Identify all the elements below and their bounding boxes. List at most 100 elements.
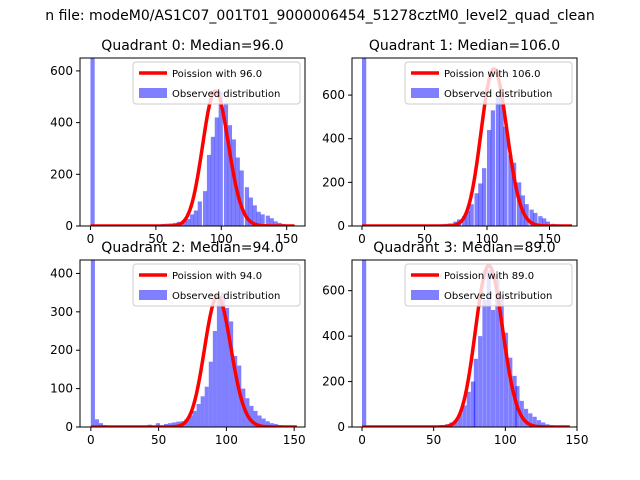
legend: Poission with 106.0 Observed distribution bbox=[404, 61, 573, 105]
histogram-bar bbox=[482, 299, 487, 427]
axes-frame bbox=[351, 259, 578, 428]
y-tick-label: 400 bbox=[322, 132, 345, 146]
histogram-bar bbox=[269, 218, 274, 226]
subplot-quadrant-0: 0 50 100 150 0 200 400 600 Quadrant 0: Median=96… bbox=[50, 38, 306, 246]
histogram-bar bbox=[528, 413, 533, 427]
histogram-bar bbox=[229, 321, 234, 427]
plot-area bbox=[90, 58, 295, 226]
histogram-bar bbox=[202, 191, 208, 226]
histogram-bar bbox=[260, 214, 265, 226]
histogram-bar bbox=[273, 221, 278, 226]
histogram-bar bbox=[478, 336, 483, 427]
histogram-bar bbox=[495, 95, 500, 226]
histogram-bar bbox=[252, 205, 257, 226]
histogram-bar bbox=[458, 413, 463, 427]
legend-label-histogram: Observed distribution bbox=[444, 291, 552, 302]
legend-swatch-histogram bbox=[139, 88, 167, 98]
legend-swatch-histogram bbox=[139, 290, 167, 300]
histogram-bar bbox=[98, 423, 104, 427]
histogram-bar bbox=[538, 216, 543, 226]
histogram-bar bbox=[256, 211, 261, 226]
histogram-bar bbox=[462, 405, 467, 427]
y-tick-label: 0 bbox=[337, 219, 345, 233]
histogram-bar bbox=[533, 212, 538, 226]
histogram-bar bbox=[466, 391, 471, 427]
histogram-bar bbox=[362, 260, 367, 427]
y-tick-label: 600 bbox=[322, 88, 345, 102]
histogram-bar bbox=[94, 419, 99, 427]
x-tick-label: 100 bbox=[210, 232, 233, 246]
subplot-title: Quadrant 1: Median=106.0 bbox=[369, 38, 560, 54]
x-tick-label: 50 bbox=[148, 232, 163, 246]
histogram-bar bbox=[182, 220, 187, 226]
histogram-bar bbox=[269, 423, 274, 427]
histogram-bar bbox=[495, 279, 500, 427]
histogram-bar bbox=[206, 154, 212, 226]
histogram-bar bbox=[189, 214, 195, 226]
y-tick-label: 0 bbox=[337, 420, 345, 434]
legend-frame bbox=[404, 263, 573, 307]
legend-label-poisson: Poission with 106.0 bbox=[444, 69, 540, 80]
histogram-bar bbox=[218, 91, 223, 226]
poisson-curve bbox=[90, 294, 298, 427]
histogram-bar bbox=[210, 136, 215, 226]
histogram-bar bbox=[529, 209, 534, 226]
y-tick-label: 200 bbox=[50, 167, 73, 181]
subplot-title: Quadrant 3: Median=89.0 bbox=[373, 240, 555, 256]
histogram-bar bbox=[541, 422, 546, 427]
histogram-bar bbox=[196, 403, 201, 427]
histogram-bar bbox=[212, 331, 217, 427]
subplot-grid: 0 50 100 150 0 200 400 600 Quadrant 0: Median=96… bbox=[50, 38, 588, 447]
poisson-curve bbox=[361, 67, 573, 226]
y-tick-label: 600 bbox=[50, 64, 73, 78]
histogram-bar bbox=[478, 183, 483, 226]
histogram-bar bbox=[233, 355, 238, 427]
histogram-bar bbox=[249, 405, 254, 427]
histogram-bar bbox=[462, 216, 467, 226]
histogram-bar bbox=[523, 408, 529, 427]
histogram-bar bbox=[536, 420, 542, 427]
histogram-bar bbox=[508, 357, 513, 427]
x-tick-label: 0 bbox=[358, 433, 366, 447]
poisson-curve bbox=[90, 89, 295, 226]
subplot-title: Quadrant 2: Median=94.0 bbox=[101, 240, 283, 256]
legend-frame bbox=[132, 263, 301, 307]
histogram-bar bbox=[503, 332, 509, 427]
histogram-bar bbox=[542, 218, 547, 226]
histogram-bar bbox=[227, 125, 233, 226]
x-tick-label: 100 bbox=[476, 232, 499, 246]
histogram-bar bbox=[453, 420, 458, 427]
y-tick-label: 200 bbox=[322, 375, 345, 389]
histogram-bar bbox=[469, 204, 474, 226]
histogram-bar bbox=[155, 423, 160, 427]
histogram-bar bbox=[185, 219, 191, 226]
histogram-bar bbox=[470, 381, 476, 427]
histogram-bar bbox=[465, 210, 470, 226]
histogram-bar bbox=[248, 197, 253, 226]
histogram-bar bbox=[532, 416, 537, 427]
x-tick-label: 150 bbox=[275, 232, 298, 246]
legend: Poission with 89.0 Observed distribution bbox=[404, 263, 573, 307]
histogram-bar bbox=[200, 396, 205, 427]
histogram-bar bbox=[188, 415, 193, 427]
histogram-bar bbox=[487, 130, 492, 226]
histogram-bar bbox=[223, 103, 229, 226]
histogram-bar bbox=[482, 168, 487, 226]
histogram-bar bbox=[265, 421, 270, 427]
y-tick-label: 0 bbox=[65, 420, 73, 434]
histogram-bar bbox=[253, 410, 258, 427]
y-tick-label: 100 bbox=[50, 382, 73, 396]
legend-label-histogram: Observed distribution bbox=[172, 89, 280, 100]
subplot-quadrant-1: 0 50 100 150 0 200 400 600 Quadrant 1: Median=10… bbox=[322, 38, 578, 246]
histogram-bar bbox=[491, 309, 496, 427]
histogram-bar bbox=[168, 423, 173, 427]
legend-swatch-histogram bbox=[411, 88, 439, 98]
x-tick-label: 150 bbox=[566, 433, 589, 447]
histogram-bar bbox=[486, 270, 491, 427]
y-tick-label: 400 bbox=[50, 266, 73, 280]
legend-label-poisson: Poission with 89.0 bbox=[444, 271, 534, 282]
x-tick-label: 50 bbox=[151, 433, 166, 447]
histogram-bar bbox=[208, 361, 213, 427]
histogram-bar bbox=[176, 421, 181, 427]
